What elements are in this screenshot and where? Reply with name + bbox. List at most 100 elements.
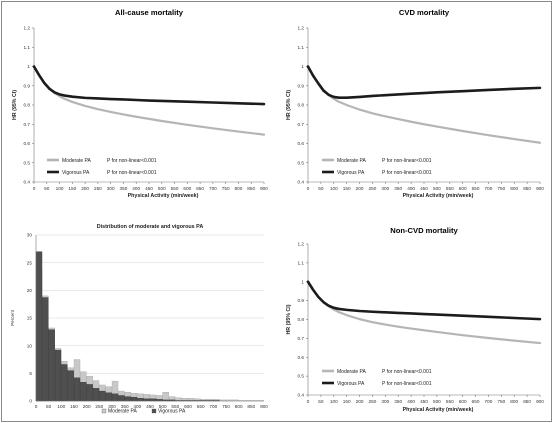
x-tick-label: 300 — [107, 186, 115, 191]
x-tick-label: 500 — [433, 399, 441, 404]
x-tick-label: 550 — [446, 399, 454, 404]
x-tick-label: 450 — [146, 404, 154, 409]
x-axis-label: Physical Activity (min/week) — [403, 193, 474, 199]
y-tick-label: 1 — [301, 64, 304, 69]
y-axis-label: HR (95% CI) — [286, 90, 292, 120]
x-tick-label: 300 — [108, 404, 116, 409]
x-tick-label: 200 — [83, 404, 91, 409]
y-tick-label: 0.8 — [23, 103, 30, 108]
legend-p-value: P for non-linear<0.001 — [382, 369, 432, 375]
x-tick-label: 500 — [158, 186, 166, 191]
y-tick-label: 1.2 — [297, 242, 304, 247]
legend-p-value: P for non-linear<0.001 — [382, 381, 432, 387]
chart-title: Distribution of moderate and vigorous PA — [97, 224, 204, 230]
legend-p-value: P for non-linear<0.001 — [107, 170, 157, 176]
x-tick-label: 200 — [356, 399, 364, 404]
legend-label: Vigorous PA — [158, 409, 186, 415]
x-tick-label: 900 — [260, 186, 268, 191]
x-tick-label: 450 — [145, 186, 153, 191]
x-tick-label: 900 — [536, 186, 544, 191]
y-tick-label: 0.4 — [23, 180, 30, 185]
x-tick-label: 550 — [446, 186, 454, 191]
x-tick-label: 800 — [235, 186, 243, 191]
vigorous-bar — [86, 384, 93, 402]
legend-p-value: P for non-linear<0.001 — [382, 158, 432, 164]
series-line-vigorous — [306, 65, 542, 99]
vigorous-bar — [42, 297, 49, 402]
x-tick-label: 250 — [369, 399, 377, 404]
x-tick-label: 500 — [159, 404, 167, 409]
x-tick-label: 150 — [68, 186, 76, 191]
y-tick-label: 0.5 — [297, 160, 304, 165]
x-tick-label: 250 — [369, 186, 377, 191]
x-tick-label: 850 — [247, 404, 255, 409]
x-tick-label: 650 — [472, 399, 480, 404]
x-tick-label: 600 — [183, 186, 191, 191]
vigorous-bar — [80, 382, 87, 402]
legend-swatch-vigorous — [151, 408, 157, 414]
y-tick-label: 0.9 — [297, 83, 304, 88]
y-tick-label: 0.4 — [297, 180, 304, 185]
vigorous-bar — [137, 398, 144, 402]
series-line-moderate — [306, 280, 542, 345]
x-tick-label: 800 — [510, 186, 518, 191]
x-tick-label: 700 — [485, 186, 493, 191]
x-tick-label: 0 — [35, 404, 38, 409]
y-tick-label: 0.7 — [23, 122, 30, 127]
x-tick-label: 250 — [95, 404, 103, 409]
x-tick-label: 350 — [394, 186, 402, 191]
x-tick-label: 100 — [56, 186, 64, 191]
y-tick-label: 1.2 — [23, 26, 30, 31]
legend-label: Moderate PA — [337, 369, 366, 375]
legend-p-value: P for non-linear<0.001 — [382, 170, 432, 176]
x-tick-label: 850 — [523, 399, 531, 404]
x-tick-label: 500 — [433, 186, 441, 191]
x-tick-label: 400 — [407, 186, 415, 191]
x-tick-label: 50 — [318, 186, 324, 191]
x-tick-label: 850 — [247, 186, 255, 191]
x-tick-label: 750 — [497, 186, 505, 191]
x-tick-label: 250 — [94, 186, 102, 191]
x-tick-label: 700 — [485, 399, 493, 404]
x-tick-label: 550 — [171, 404, 179, 409]
y-tick-label: 0.5 — [23, 160, 30, 165]
chart-title: All-cause mortality — [115, 8, 184, 17]
legend-p-value: P for non-linear<0.001 — [107, 158, 157, 164]
x-tick-label: 100 — [330, 399, 338, 404]
x-tick-label: 800 — [510, 399, 518, 404]
x-tick-label: 700 — [209, 186, 217, 191]
y-tick-label: 0.6 — [23, 141, 30, 146]
vigorous-bar — [149, 398, 157, 402]
x-tick-label: 0 — [307, 399, 310, 404]
y-tick-label: 0.4 — [297, 393, 304, 398]
y-tick-label: 15 — [27, 316, 33, 321]
legend-label: Moderate PA — [62, 158, 91, 164]
y-tick-label: 1.2 — [297, 26, 304, 31]
y-tick-label: 0.6 — [297, 355, 304, 360]
y-tick-label: 30 — [27, 233, 33, 238]
x-tick-label: 200 — [356, 186, 364, 191]
y-tick-label: 0.5 — [297, 374, 304, 379]
vigorous-bar — [111, 393, 119, 402]
x-tick-label: 550 — [171, 186, 179, 191]
vigorous-bar — [99, 390, 106, 402]
x-tick-label: 450 — [420, 399, 428, 404]
x-tick-label: 750 — [222, 186, 230, 191]
y-tick-label: 25 — [27, 260, 33, 265]
moderate-bar — [162, 391, 169, 402]
y-tick-label: 20 — [27, 288, 33, 293]
y-axis-label: HR (95% CI) — [286, 304, 292, 334]
x-tick-label: 350 — [120, 186, 128, 191]
y-tick-label: 5 — [29, 371, 32, 376]
vigorous-bar — [124, 396, 131, 402]
x-tick-label: 700 — [209, 404, 217, 409]
x-tick-label: 650 — [196, 186, 204, 191]
legend-label: Moderate PA — [337, 158, 366, 164]
vigorous-bar — [54, 349, 62, 402]
vigorous-bar — [67, 370, 74, 402]
x-tick-label: 400 — [407, 399, 415, 404]
vigorous-bar — [48, 329, 55, 402]
series-line-vigorous — [306, 280, 542, 321]
x-tick-label: 150 — [343, 399, 351, 404]
